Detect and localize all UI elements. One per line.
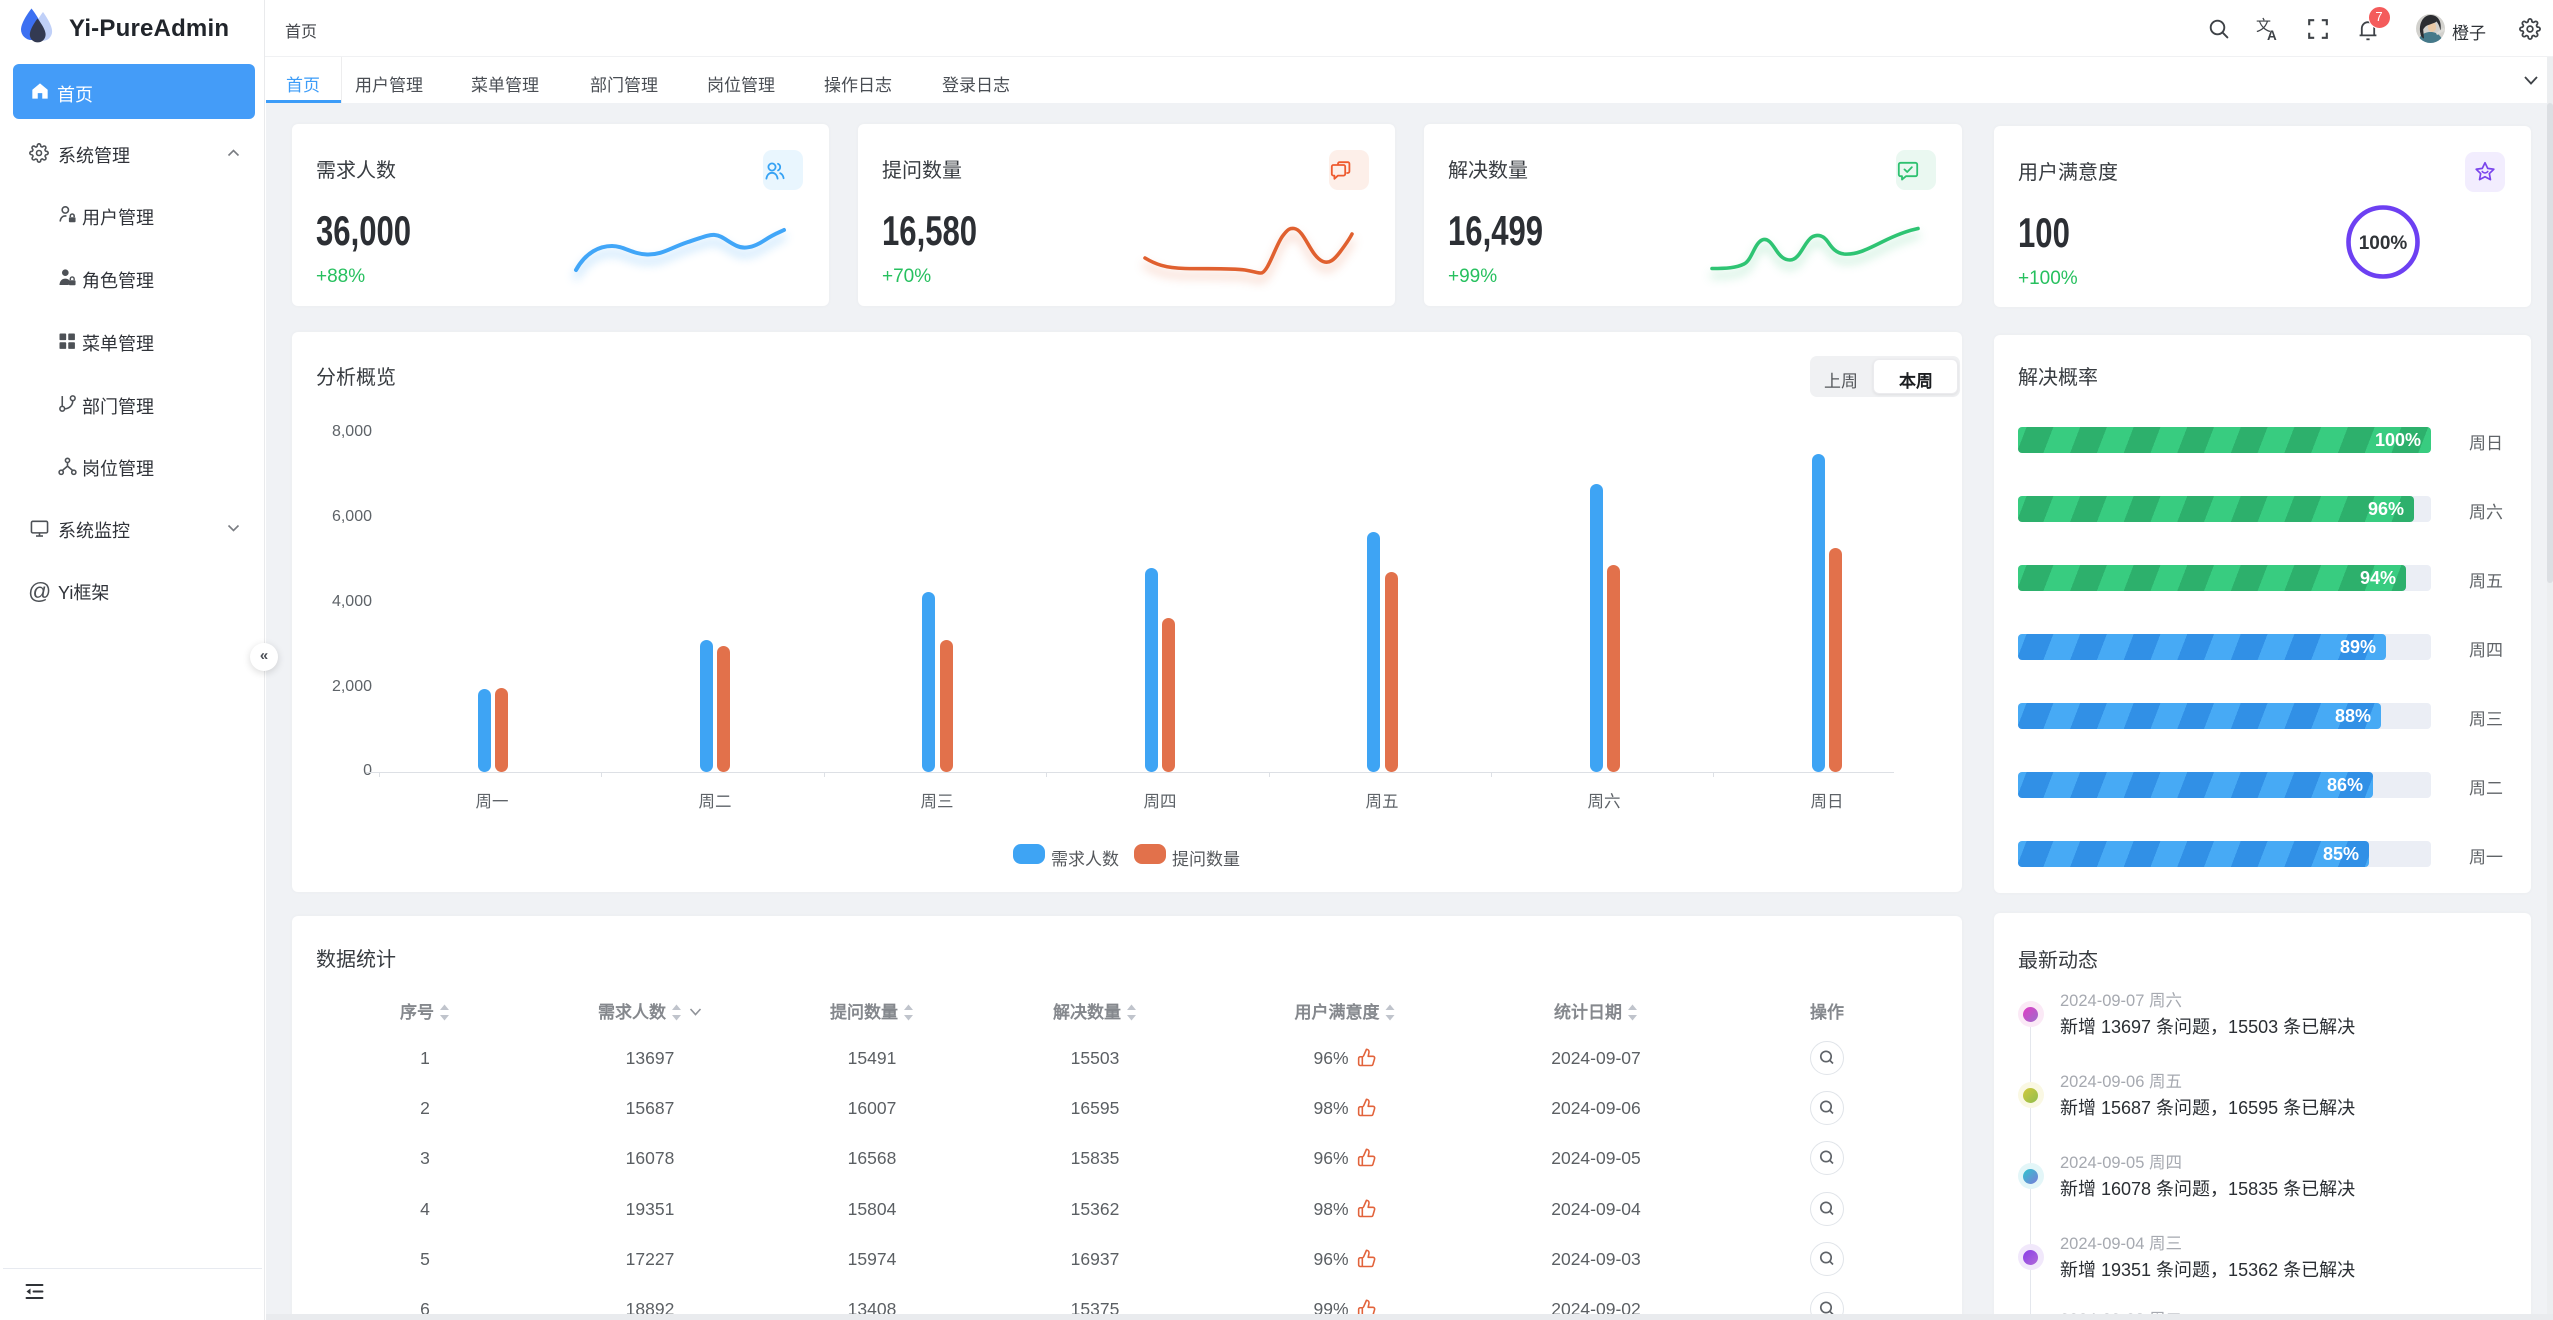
svg-text:文: 文 (2256, 18, 2271, 35)
svg-text:100%: 100% (2359, 233, 2408, 254)
svg-text:A: A (2267, 28, 2277, 41)
